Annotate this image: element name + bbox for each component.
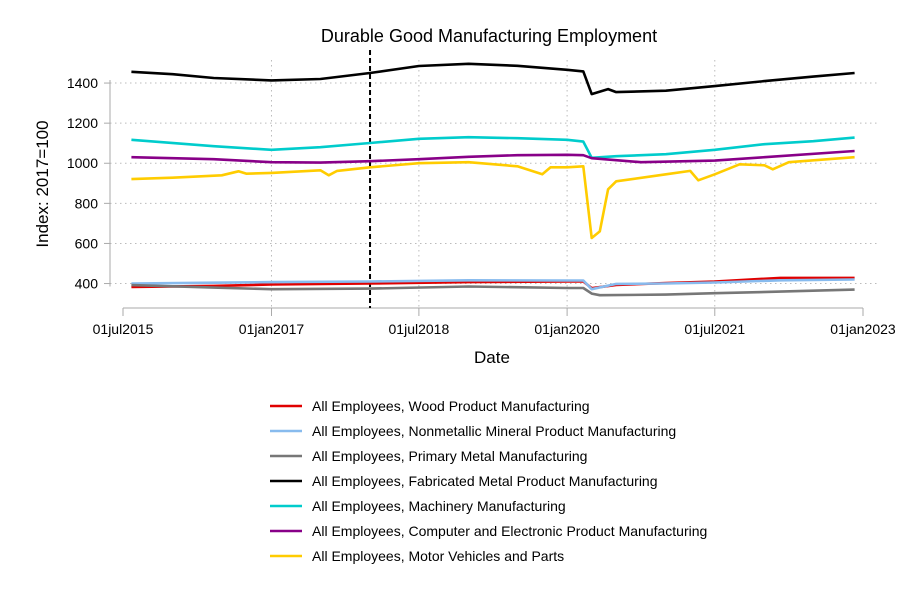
- series-line: [131, 278, 855, 291]
- legend-item: All Employees, Wood Product Manufacturin…: [270, 398, 590, 414]
- series-line: [131, 62, 855, 96]
- y-tick-label: 800: [75, 195, 99, 211]
- series-line: [131, 135, 855, 160]
- x-axis-label: Date: [474, 348, 510, 367]
- legend-item: All Employees, Motor Vehicles and Parts: [270, 548, 564, 564]
- series-lines: [131, 62, 855, 297]
- legend-item: All Employees, Primary Metal Manufacturi…: [270, 448, 587, 464]
- legend-label: All Employees, Computer and Electronic P…: [312, 523, 707, 539]
- legend-label: All Employees, Wood Product Manufacturin…: [312, 398, 590, 414]
- legend-label: All Employees, Motor Vehicles and Parts: [312, 548, 564, 564]
- legend-item: All Employees, Fabricated Metal Product …: [270, 473, 658, 489]
- legend-label: All Employees, Machinery Manufacturing: [312, 498, 566, 514]
- y-tick-label: 1400: [67, 75, 98, 91]
- x-tick-label: 01jul2021: [684, 321, 745, 337]
- x-tick-label: 01jan2020: [534, 321, 600, 337]
- grid: [110, 60, 880, 308]
- legend-item: All Employees, Machinery Manufacturing: [270, 498, 566, 514]
- legend-label: All Employees, Fabricated Metal Product …: [312, 473, 658, 489]
- y-tick-label: 1000: [67, 155, 98, 171]
- y-tick-label: 1200: [67, 115, 98, 131]
- chart-title: Durable Good Manufacturing Employment: [321, 26, 657, 46]
- x-tick-label: 01jul2015: [93, 321, 154, 337]
- legend: All Employees, Wood Product Manufacturin…: [270, 398, 707, 564]
- x-tick-label: 01jan2023: [830, 321, 896, 337]
- x-tick-label: 01jul2018: [389, 321, 450, 337]
- legend-label: All Employees, Primary Metal Manufacturi…: [312, 448, 587, 464]
- series-line: [131, 283, 855, 297]
- series-line: [131, 149, 855, 164]
- x-tick-label: 01jan2017: [239, 321, 305, 337]
- axes: 400 600 800 1000 1200 1400 01jul2015 01jan2017 0…: [67, 50, 896, 337]
- series-line: [131, 155, 855, 240]
- legend-item: All Employees, Computer and Electronic P…: [270, 523, 707, 539]
- y-tick-label: 400: [75, 276, 99, 292]
- y-axis-label: Index: 2017=100: [33, 120, 52, 247]
- y-tick-label: 600: [75, 235, 99, 251]
- legend-item: All Employees, Nonmetallic Mineral Produ…: [270, 423, 676, 439]
- legend-label: All Employees, Nonmetallic Mineral Produ…: [312, 423, 676, 439]
